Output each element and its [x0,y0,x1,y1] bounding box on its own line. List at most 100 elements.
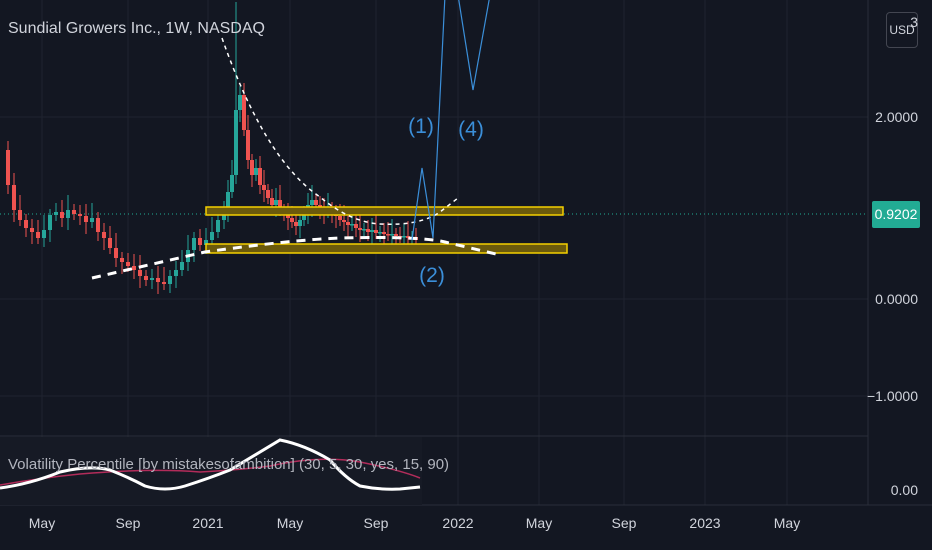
candle-body [132,266,136,270]
candle-body [24,220,28,228]
time-tick: Sep [363,515,389,531]
candle-body [310,200,314,205]
candle-body [150,278,154,280]
candle-body [18,210,22,220]
candle-body [144,276,148,280]
time-tick: 2023 [689,515,721,531]
candle-body [402,236,406,238]
candle-body [270,198,274,205]
time-tick: May [28,515,56,531]
time-tick: 2022 [442,515,474,531]
time-tick: Sep [115,515,141,531]
candle-body [314,200,318,205]
candle-body [108,238,112,248]
candle-body [180,262,184,270]
curved-trendline [221,37,459,225]
candle-body [72,210,76,214]
candle-body [382,232,386,234]
candle-body [6,150,10,185]
candle-body [374,230,378,233]
candle-body [204,240,208,245]
candle-body [60,212,64,218]
candle-body [338,216,342,220]
time-tick: Sep [611,515,637,531]
candle-body [254,168,258,175]
candle-body [226,192,230,210]
candle-body [278,200,282,210]
candle-body [266,190,270,198]
time-tick: 2021 [192,515,224,531]
candle-body [238,95,242,110]
candle-body [48,215,52,230]
candle-body [198,238,202,245]
candle-body [84,216,88,222]
time-tick: May [773,515,801,531]
candle-body [386,234,390,236]
candle-body [234,110,238,175]
candle-body [156,278,160,282]
candle-body [262,185,266,190]
candle-body [366,229,370,232]
candle-body [12,185,16,210]
candle-body [174,270,178,276]
candle-body [370,230,374,232]
candle-body [66,210,70,218]
elliott-wave-path [458,0,490,91]
candle-body [36,232,40,238]
candle-body [96,218,100,232]
candle-body [42,230,46,238]
price-tick: 3 [910,14,918,30]
time-tick: May [525,515,553,531]
candle-body [362,229,366,231]
candle-body [230,175,234,192]
candle-body [274,200,278,205]
candle-body [354,224,358,228]
indicator-volatility-line [0,438,421,491]
time-tick: May [276,515,304,531]
currency-button[interactable]: USD [886,12,918,48]
volatility-indicator-pane [0,437,422,505]
candle-body [346,222,350,225]
indicator-label: Volatility Percentile [by mistakesofambi… [8,456,450,473]
candle-body [30,228,34,232]
price-tick: 2.0000 [875,109,918,125]
candle-body [390,234,394,236]
candle-body [290,218,294,222]
candle-body [54,212,58,215]
resistance-zone [205,206,564,216]
candle-body [126,262,130,266]
candle-body [394,234,398,236]
candle-body [216,220,220,232]
last-price-badge: 0.9202 [872,201,920,228]
candle-body [406,236,410,238]
symbol-title: Sundial Growers Inc., 1W, NASDAQ [8,20,265,37]
wave-label-1: (1) [408,115,434,138]
candle-body [102,232,106,238]
wave-label-4: (4) [458,118,484,141]
candle-body [342,220,346,222]
candle-body [250,160,254,175]
candle-body [120,258,124,262]
indicator-scale-tick: 0.00 [890,482,918,498]
candle-body [78,214,82,216]
support-zone [205,243,568,254]
elliott-wave-path [411,0,446,241]
candle-body [90,218,94,222]
price-tick: −1.0000 [867,388,918,404]
candle-body [162,282,166,284]
candle-body [294,222,298,226]
candle-body [168,276,172,284]
candle-body [258,168,262,185]
candle-body [378,232,382,234]
candle-body [192,238,196,250]
candle-body [298,220,302,226]
candle-body [350,224,354,226]
candle-body [138,270,142,276]
candle-body [210,232,214,240]
price-tick: 0.0000 [875,291,918,307]
candle-body [242,95,246,130]
support-trendline [91,236,501,280]
candle-body [358,228,362,230]
candle-body [302,215,306,220]
